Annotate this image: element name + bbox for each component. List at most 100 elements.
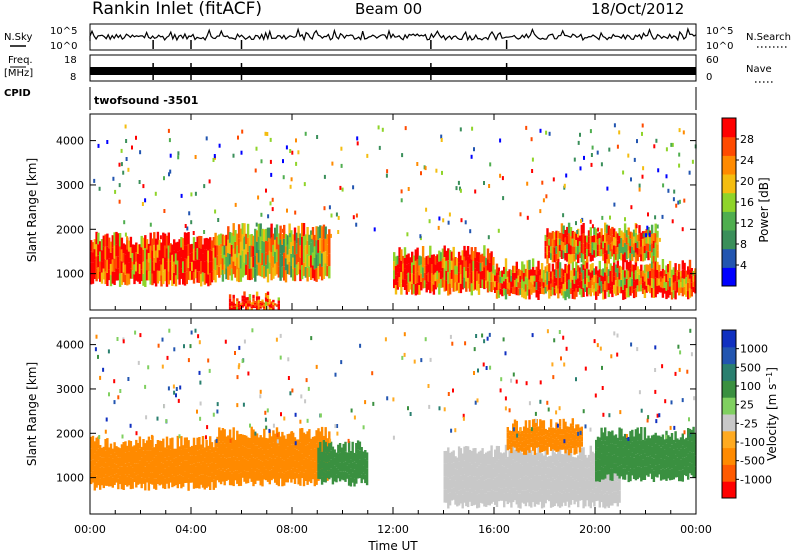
heatmap-cell xyxy=(106,272,109,286)
heatmap-cell xyxy=(650,287,654,298)
heatmap-cell xyxy=(205,475,208,488)
heatmap-cell xyxy=(145,270,149,281)
sparse-echo xyxy=(120,162,123,167)
heatmap-cell xyxy=(530,493,533,508)
sparse-echo xyxy=(279,333,282,338)
heatmap-cell xyxy=(263,266,266,279)
heatmap-cell xyxy=(618,279,621,287)
heatmap-cell xyxy=(524,284,528,292)
heatmap-cell xyxy=(613,276,616,285)
heatmap-cell xyxy=(120,466,124,478)
heatmap-cell xyxy=(501,289,504,297)
heatmap-cell xyxy=(279,468,282,479)
heatmap-cell xyxy=(402,263,405,272)
heatmap-cell xyxy=(245,297,248,301)
heatmap-cell xyxy=(272,244,275,257)
heatmap-cell xyxy=(342,453,345,463)
heatmap-cell xyxy=(445,476,448,490)
heatmap-cell xyxy=(607,225,610,236)
heatmap-cell xyxy=(616,456,619,467)
heatmap-cell xyxy=(405,254,408,265)
heatmap-cell xyxy=(582,233,585,244)
sparse-echo xyxy=(442,218,445,223)
heatmap-cell xyxy=(212,457,215,469)
heatmap-cell xyxy=(281,459,284,473)
heatmap-cell xyxy=(131,253,134,262)
heatmap-cell xyxy=(135,451,138,464)
heatmap-cell xyxy=(631,271,634,279)
heatmap-cell xyxy=(457,251,461,263)
heatmap-cell xyxy=(515,476,518,491)
heatmap-cell xyxy=(228,471,232,486)
heatmap-cell xyxy=(120,478,124,490)
heatmap-cell xyxy=(629,268,632,278)
heatmap-cell xyxy=(629,246,632,254)
heatmap-cell xyxy=(191,445,194,456)
heatmap-cell xyxy=(627,250,630,259)
heatmap-cell xyxy=(490,261,493,272)
nsearch-label: N.Search xyxy=(746,32,791,43)
heatmap-cell xyxy=(230,256,234,269)
heatmap-cell xyxy=(463,256,466,267)
heatmap-cell xyxy=(679,287,683,293)
heatmap-cell xyxy=(513,433,517,441)
heatmap-cell xyxy=(690,268,693,276)
heatmap-cell xyxy=(328,229,331,242)
heatmap-cell xyxy=(613,491,616,504)
heatmap-cell xyxy=(539,287,542,294)
heatmap-cell xyxy=(555,453,558,467)
heatmap-cell xyxy=(580,431,583,437)
heatmap-cell xyxy=(246,460,250,472)
heatmap-cell xyxy=(111,259,114,272)
sparse-echo xyxy=(177,398,180,403)
heatmap-cell xyxy=(656,467,659,478)
heatmap-cell xyxy=(640,271,643,278)
heatmap-cell xyxy=(609,228,612,237)
sparse-echo xyxy=(249,423,251,428)
heatmap-cell xyxy=(564,252,567,261)
heatmap-cell xyxy=(530,269,533,276)
heatmap-cell xyxy=(237,238,241,254)
heatmap-cell xyxy=(205,272,208,284)
heatmap-cell xyxy=(418,285,421,295)
heatmap-cell xyxy=(259,306,262,309)
heatmap-cell xyxy=(301,440,304,453)
heatmap-cell xyxy=(133,472,136,483)
heatmap-cell xyxy=(425,265,428,275)
heatmap-cell xyxy=(600,242,603,250)
heatmap-cell xyxy=(604,253,607,264)
heatmap-cell xyxy=(420,264,423,274)
heatmap-cell xyxy=(638,225,641,234)
heatmap-cell xyxy=(201,272,205,282)
heatmap-cell xyxy=(266,438,270,450)
sparse-echo xyxy=(416,162,419,166)
heatmap-cell xyxy=(236,301,239,305)
heatmap-cell xyxy=(398,277,401,288)
sparse-echo xyxy=(502,196,505,201)
sparse-echo xyxy=(121,434,124,439)
heatmap-cell xyxy=(398,257,401,268)
sparse-echo xyxy=(243,339,246,344)
heatmap-cell xyxy=(315,443,318,458)
heatmap-cell xyxy=(640,278,643,285)
heatmap-cell xyxy=(308,255,311,267)
heatmap-cell xyxy=(266,302,270,306)
heatmap-cell xyxy=(620,286,623,294)
heatmap-cell xyxy=(252,267,255,278)
heatmap-cell xyxy=(331,456,335,466)
heatmap-cell xyxy=(522,463,526,477)
heatmap-cell xyxy=(266,460,270,471)
heatmap-cell xyxy=(495,263,499,273)
heatmap-cell xyxy=(604,479,607,494)
sparse-echo xyxy=(216,402,219,407)
heatmap-cell xyxy=(551,447,555,463)
heatmap-cell xyxy=(596,250,600,256)
sparse-echo xyxy=(294,441,297,446)
y-tick-label: 1000 xyxy=(56,268,84,281)
sparse-echo xyxy=(139,150,142,155)
heatmap-cell xyxy=(319,250,322,264)
sparse-echo xyxy=(469,229,472,234)
heatmap-cell xyxy=(109,475,113,487)
sparse-echo xyxy=(340,360,343,365)
heatmap-cell xyxy=(364,450,367,459)
